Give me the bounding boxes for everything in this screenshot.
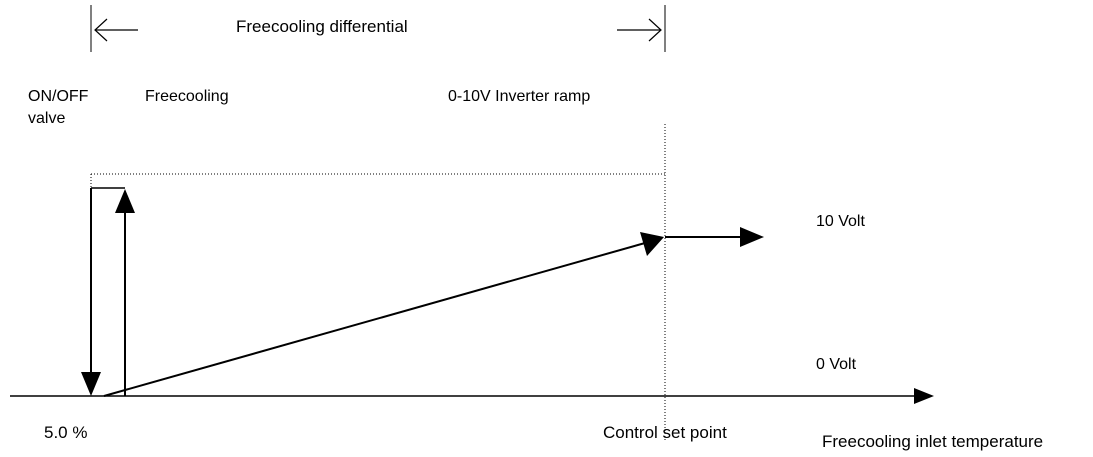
temperature-axis xyxy=(10,388,934,404)
freecooling-differential-label: Freecooling differential xyxy=(236,17,408,36)
valve-label: valve xyxy=(28,110,66,127)
ten-volt-continuation-arrow xyxy=(665,227,764,247)
valve-up-arrow xyxy=(115,189,135,396)
ten-volt-label: 10 Volt xyxy=(816,213,865,230)
valve-down-arrow xyxy=(81,188,101,396)
zero-volt-label: 0 Volt xyxy=(816,356,857,373)
percent-label: 5.0 % xyxy=(44,423,88,442)
differential-right-arrow xyxy=(617,18,662,42)
inverter-ramp-label: 0-10V Inverter ramp xyxy=(448,88,591,105)
on-off-label: ON/OFF xyxy=(28,88,89,105)
freecooling-label: Freecooling xyxy=(145,88,229,105)
inverter-ramp-line xyxy=(103,232,664,397)
x-axis-label: Freecooling inlet temperature xyxy=(822,432,1044,451)
differential-left-arrow xyxy=(94,18,138,42)
control-set-point-label: Control set point xyxy=(603,423,727,442)
